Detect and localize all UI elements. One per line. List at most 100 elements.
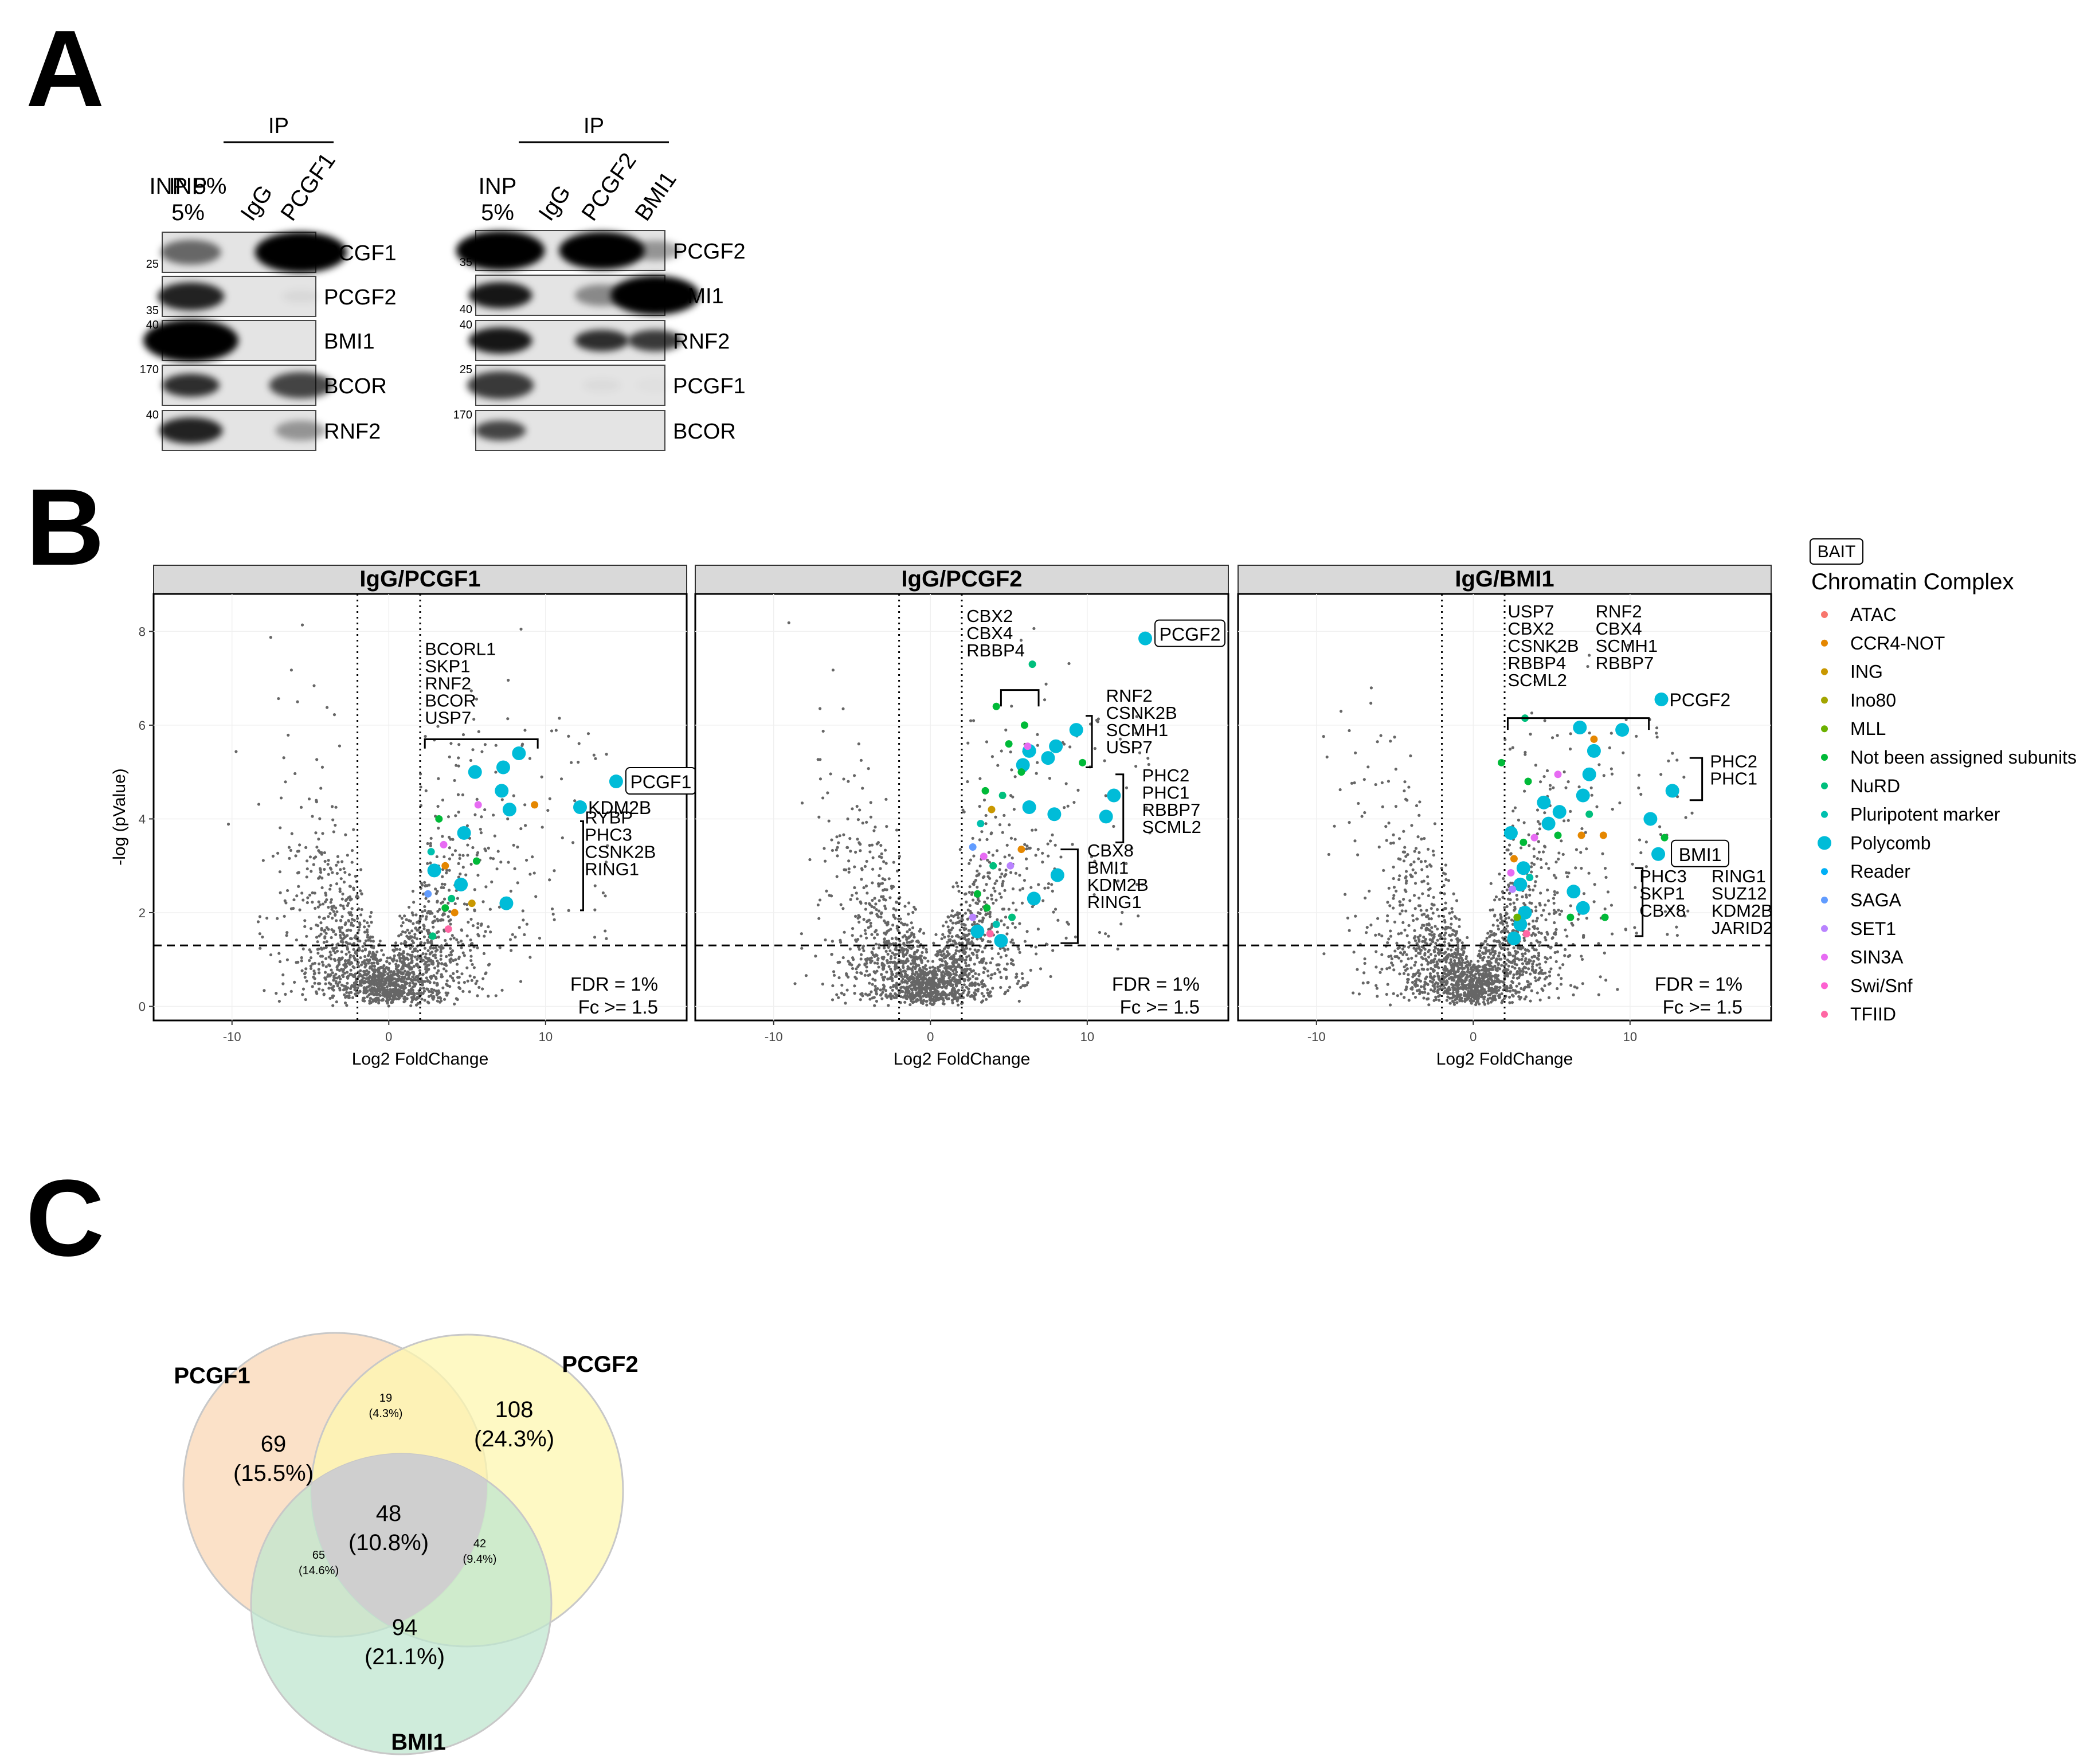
background-point xyxy=(440,975,443,979)
volcano-plot-pcgf1: IgG/PCGF1PCGF1KDM2BBCORL1SKP1RNF2BCORUSP… xyxy=(139,565,696,1069)
background-point xyxy=(968,890,971,894)
background-point xyxy=(338,926,341,929)
background-point xyxy=(1525,893,1528,897)
blot-band xyxy=(610,275,700,315)
background-point xyxy=(419,870,422,874)
background-point xyxy=(1029,968,1032,972)
background-point xyxy=(938,977,942,981)
background-point xyxy=(1413,939,1417,942)
background-point xyxy=(1442,871,1446,875)
background-point xyxy=(940,937,943,941)
background-point xyxy=(1066,921,1069,924)
background-point xyxy=(973,948,977,952)
background-point xyxy=(350,921,354,925)
background-point xyxy=(345,898,348,901)
background-point xyxy=(986,858,989,862)
background-point xyxy=(455,938,459,941)
background-point xyxy=(453,779,456,783)
background-point xyxy=(427,957,431,960)
background-point xyxy=(457,957,461,960)
background-point xyxy=(911,910,915,914)
background-point xyxy=(911,961,915,965)
background-point xyxy=(988,871,991,875)
background-point xyxy=(1536,857,1540,861)
background-point xyxy=(328,912,332,916)
background-point xyxy=(932,941,935,945)
background-point xyxy=(951,940,955,943)
background-point xyxy=(941,985,944,989)
background-point xyxy=(843,993,846,996)
background-point xyxy=(476,922,480,925)
background-point xyxy=(855,891,858,895)
background-point xyxy=(1478,1002,1481,1006)
background-point xyxy=(865,936,868,940)
background-point xyxy=(808,858,812,862)
background-point xyxy=(577,760,580,764)
background-point xyxy=(487,995,490,998)
background-point xyxy=(605,753,608,756)
annotation-label: KDM2B xyxy=(1087,875,1149,895)
background-point xyxy=(437,961,441,965)
background-point xyxy=(903,975,906,979)
facet-title: IgG/PCGF1 xyxy=(359,566,480,592)
background-point xyxy=(1535,939,1538,942)
background-point xyxy=(494,994,498,998)
background-point xyxy=(966,917,969,921)
background-point xyxy=(897,917,900,921)
data-point-polycomb xyxy=(970,924,985,938)
background-point xyxy=(853,992,856,995)
background-point xyxy=(847,780,850,783)
background-point xyxy=(327,905,330,909)
background-point xyxy=(977,983,981,987)
data-point-not-been-assigned-subunits xyxy=(981,787,989,795)
background-point xyxy=(1369,702,1373,705)
background-point xyxy=(449,946,452,950)
background-point xyxy=(951,977,954,981)
background-point xyxy=(352,886,355,890)
background-point xyxy=(436,983,439,987)
background-point xyxy=(449,918,452,922)
background-point xyxy=(553,918,556,921)
background-point xyxy=(449,742,453,745)
background-point xyxy=(1524,959,1527,963)
background-point xyxy=(1456,944,1459,948)
background-point xyxy=(1597,763,1601,766)
background-point xyxy=(1432,959,1435,962)
background-point xyxy=(429,975,432,979)
blot-protein-label: RNF2 xyxy=(324,420,381,444)
background-point xyxy=(321,832,324,835)
background-point xyxy=(463,981,466,984)
x-tick-label: 10 xyxy=(1080,1030,1094,1044)
background-point xyxy=(867,767,870,770)
background-point xyxy=(910,931,914,935)
background-point xyxy=(1503,986,1507,989)
background-point xyxy=(872,906,876,909)
background-point xyxy=(1458,918,1461,921)
background-point xyxy=(1429,953,1433,956)
background-point xyxy=(1391,964,1395,967)
lane-label-bmi1: BMI1 xyxy=(630,167,682,225)
background-point xyxy=(1392,877,1395,881)
background-point xyxy=(421,959,425,962)
annotation-label: USP7 xyxy=(1106,737,1153,757)
background-point xyxy=(523,729,527,732)
background-point xyxy=(980,1000,984,1004)
background-point xyxy=(964,912,968,915)
background-point xyxy=(1474,1003,1478,1007)
background-point xyxy=(996,963,1000,967)
background-point xyxy=(465,824,469,827)
background-point xyxy=(835,835,839,839)
background-point xyxy=(1024,857,1028,861)
background-point xyxy=(381,998,385,1001)
background-point xyxy=(388,982,391,985)
background-point xyxy=(469,689,473,693)
background-point xyxy=(1020,972,1024,976)
background-point xyxy=(990,755,994,758)
background-point xyxy=(1538,963,1541,966)
background-point xyxy=(1448,926,1452,930)
background-point xyxy=(458,987,462,990)
background-point xyxy=(490,880,494,883)
background-point xyxy=(449,922,452,926)
background-point xyxy=(907,985,911,989)
background-point xyxy=(908,940,911,944)
